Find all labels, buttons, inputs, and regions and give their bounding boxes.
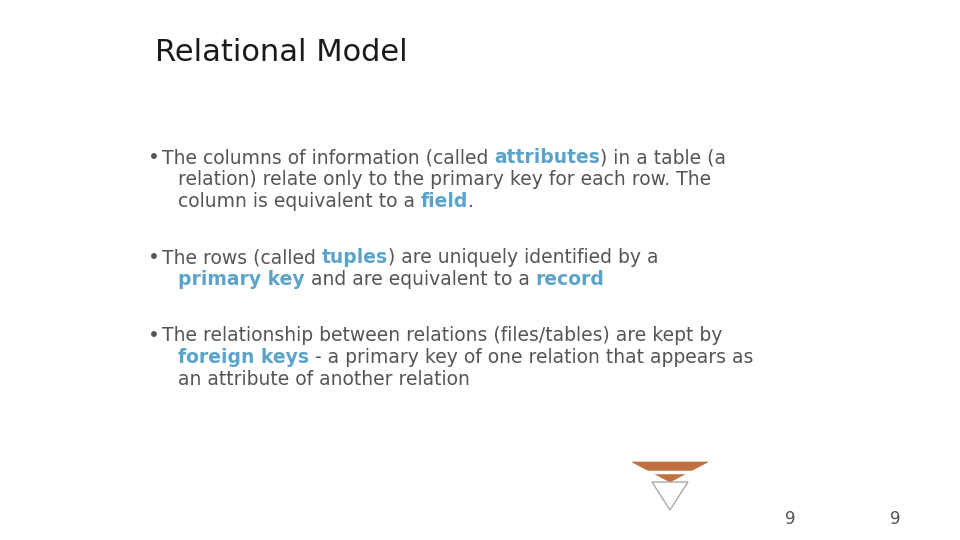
Text: column is equivalent to a: column is equivalent to a: [178, 192, 421, 211]
Text: relation) relate only to the primary key for each row. The: relation) relate only to the primary key…: [178, 170, 711, 189]
Text: - a primary key of one relation that appears as: - a primary key of one relation that app…: [309, 348, 754, 367]
Text: primary key: primary key: [178, 270, 304, 289]
Text: record: record: [536, 270, 605, 289]
Text: •: •: [148, 326, 160, 345]
Text: ) are uniquely identified by a: ) are uniquely identified by a: [388, 248, 659, 267]
Text: Relational Model: Relational Model: [155, 38, 408, 67]
Text: an attribute of another relation: an attribute of another relation: [178, 370, 469, 389]
Text: 9: 9: [784, 510, 795, 528]
Polygon shape: [632, 462, 708, 482]
Text: The rows (called: The rows (called: [162, 248, 322, 267]
Text: .: .: [468, 192, 474, 211]
Text: •: •: [148, 248, 160, 267]
Polygon shape: [652, 482, 688, 510]
Text: field: field: [421, 192, 468, 211]
Text: •: •: [148, 148, 160, 167]
Text: foreign keys: foreign keys: [178, 348, 309, 367]
Text: attributes: attributes: [494, 148, 600, 167]
Text: The columns of information (called: The columns of information (called: [162, 148, 494, 167]
Text: ) in a table (a: ) in a table (a: [600, 148, 727, 167]
Text: The relationship between relations (files/tables) are kept by: The relationship between relations (file…: [162, 326, 722, 345]
Text: tuples: tuples: [322, 248, 388, 267]
Text: 9: 9: [890, 510, 900, 528]
Text: and are equivalent to a: and are equivalent to a: [304, 270, 536, 289]
